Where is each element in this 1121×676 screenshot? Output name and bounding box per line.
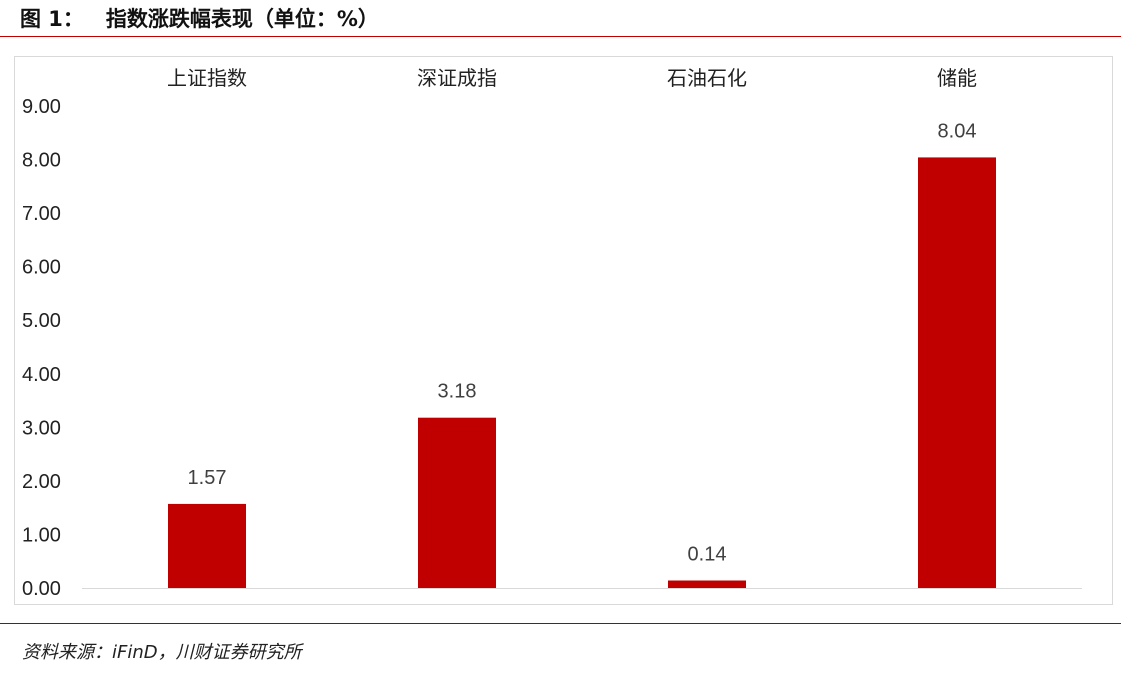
- source-divider: [0, 623, 1121, 624]
- category-label: 储能: [937, 66, 977, 90]
- y-tick-label: 1.00: [22, 524, 61, 546]
- y-tick-label: 8.00: [22, 150, 61, 172]
- y-tick-label: 4.00: [22, 364, 61, 386]
- y-tick-label: 6.00: [22, 257, 61, 279]
- data-label: 8.04: [938, 120, 977, 142]
- y-tick-label: 5.00: [22, 310, 61, 332]
- y-tick-label: 3.00: [22, 417, 61, 439]
- y-tick-label: 9.00: [22, 96, 61, 118]
- y-tick-label: 2.00: [22, 471, 61, 493]
- data-label: 0.14: [688, 544, 727, 566]
- bar: [918, 157, 996, 588]
- category-label: 深证成指: [417, 66, 497, 90]
- data-label: 3.18: [438, 381, 477, 403]
- bar: [668, 580, 746, 588]
- category-label: 石油石化: [667, 66, 747, 90]
- data-label: 1.57: [188, 467, 227, 489]
- chart-frame: [14, 56, 1113, 605]
- category-label: 上证指数: [167, 66, 247, 90]
- y-tick-label: 0.00: [22, 578, 61, 600]
- bar: [168, 503, 246, 588]
- figure-title: 图 1： 指数涨跌幅表现（单位：%）: [20, 7, 379, 31]
- y-tick-label: 7.00: [22, 203, 61, 225]
- bar: [418, 417, 496, 588]
- title-divider: [0, 36, 1121, 37]
- source-note: 资料来源：iFinD，川财证券研究所: [22, 642, 302, 663]
